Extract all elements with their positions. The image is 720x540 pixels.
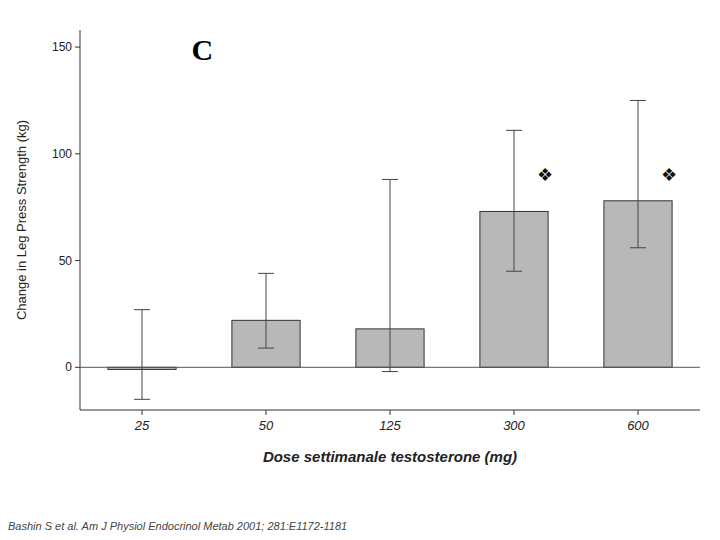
bar [604, 201, 672, 368]
error-whisker [638, 201, 639, 248]
significance-marker: ❖ [537, 164, 553, 185]
x-tick [266, 410, 267, 415]
error-whisker [266, 273, 267, 320]
error-cap [506, 130, 522, 131]
error-whisker [638, 100, 639, 200]
error-bar-upper [506, 130, 522, 211]
x-tick-label: 600 [627, 418, 649, 433]
y-tick-label: 150 [52, 40, 72, 54]
error-cap [134, 399, 150, 400]
error-whisker [390, 329, 391, 372]
error-bar-lower [506, 211, 522, 271]
error-cap [630, 247, 646, 248]
y-tick-label: 0 [65, 360, 72, 374]
chart: 0 50 100 150 25 50 125 300 600 ❖ ❖ C Change in Leg P… [0, 0, 720, 540]
x-axis-label: Dose settimanale testosterone (mg) [263, 448, 517, 465]
y-tick [75, 367, 80, 368]
error-cap [258, 273, 274, 274]
y-tick [75, 153, 80, 154]
plot-area [80, 100, 700, 399]
y-tick [75, 260, 80, 261]
significance-marker: ❖ [661, 164, 677, 185]
error-cap [258, 348, 274, 349]
y-tick-label: 50 [59, 254, 73, 268]
error-bar-lower [134, 369, 150, 399]
panel-label: C [192, 33, 214, 66]
x-tick-label: 50 [259, 418, 274, 433]
y-axis-line [80, 30, 81, 410]
bar [232, 320, 300, 367]
y-axis-label: Change in Leg Press Strength (kg) [14, 120, 29, 320]
x-tick-label: 300 [503, 418, 525, 433]
error-bar-lower [382, 329, 398, 372]
error-bar-lower [258, 320, 274, 348]
x-tick [142, 410, 143, 415]
error-cap [382, 371, 398, 372]
bar [480, 211, 548, 367]
error-whisker [142, 310, 143, 370]
error-bar-upper [134, 310, 150, 370]
x-tick [514, 410, 515, 415]
error-whisker [390, 179, 391, 328]
x-tick [638, 410, 639, 415]
error-whisker [266, 320, 267, 348]
error-bar-upper [258, 273, 274, 320]
error-cap [134, 309, 150, 310]
x-tick-label: 25 [134, 418, 150, 433]
error-whisker [142, 369, 143, 399]
y-tick [75, 47, 80, 48]
error-cap [382, 179, 398, 180]
error-cap [630, 100, 646, 101]
citation: Bashin S et al. Am J Physiol Endocrinol … [8, 520, 347, 532]
x-tick-label: 125 [379, 418, 401, 433]
error-cap [506, 271, 522, 272]
error-whisker [514, 130, 515, 211]
error-bar-lower [630, 201, 646, 248]
error-bar-upper [630, 100, 646, 200]
error-whisker [514, 211, 515, 271]
y-tick-label: 100 [52, 147, 72, 161]
x-tick [390, 410, 391, 415]
error-bar-upper [382, 179, 398, 328]
